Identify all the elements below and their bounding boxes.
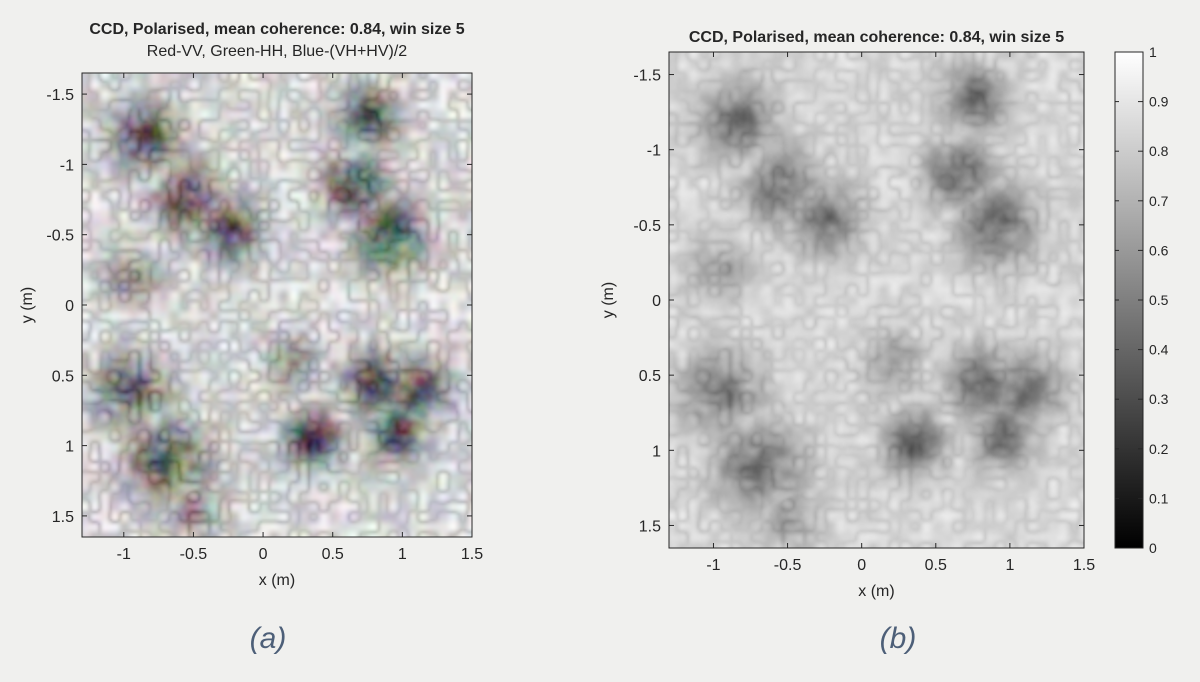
y-axis-label-a: y (m) [19,287,36,323]
colorbar-tick-label-b: 0.8 [1149,143,1169,159]
y-tick-label-b: 0.5 [639,368,661,385]
x-tick-label-b: 1 [1005,557,1014,574]
colorbar-tick-label-b: 0.5 [1149,292,1169,308]
y-axis-label-b: y (m) [600,282,617,318]
colorbar-tick-label-b: 0.4 [1149,342,1169,358]
chart-a-svg: CCD, Polarised, mean coherence: 0.84, wi… [19,21,483,589]
y-tick-label-b: 1.5 [639,518,661,535]
x-tick-label-a: 1 [398,546,407,563]
x-tick-label-a: 0 [259,546,268,563]
y-tick-label-b: -0.5 [633,218,661,235]
y-tick-label-b: 0 [652,293,661,310]
colorbar-tick-label-b: 0.6 [1149,242,1169,258]
x-tick-label-b: 0.5 [925,557,947,574]
y-tick-label-b: -1 [647,143,661,160]
y-tick-label-a: 1.5 [52,509,74,526]
y-tick-label-a: 0 [65,298,74,315]
y-tick-label-a: 1 [65,439,74,456]
x-axis-label-b: x (m) [858,583,894,600]
colorbar-tick-label-b: 0.3 [1149,391,1169,407]
x-tick-label-b: -0.5 [774,557,802,574]
x-tick-label-a: 0.5 [322,546,344,563]
x-tick-label-a: -1 [117,546,131,563]
y-tick-label-a: -0.5 [46,228,74,245]
x-tick-label-b: 1.5 [1073,557,1095,574]
caption-b: (b) [879,622,917,655]
x-tick-label-a: 1.5 [461,546,483,563]
heatmap-image-b [669,52,1084,548]
y-tick-label-a: -1.5 [46,87,74,104]
colorbar-tick-label-b: 0.2 [1149,441,1169,457]
y-tick-label-a: 0.5 [52,368,74,385]
caption-a: (a) [249,622,287,655]
chart-b-svg: CCD, Polarised, mean coherence: 0.84, wi… [600,29,1169,600]
x-tick-label-b: 0 [857,557,866,574]
chart-title-a: CCD, Polarised, mean coherence: 0.84, wi… [89,21,464,38]
x-tick-label-b: -1 [706,557,720,574]
colorbar-tick-label-b: 0.1 [1149,490,1169,506]
colorbar-tick-label-b: 1 [1149,44,1157,60]
y-tick-label-b: -1.5 [633,68,661,85]
x-axis-label-a: x (m) [259,572,295,589]
figure-b-gray-coherence: CCD, Polarised, mean coherence: 0.84, wi… [585,0,1200,677]
colorbar-tick-label-b: 0.9 [1149,94,1169,110]
y-tick-label-a: -1 [60,157,74,174]
colorbar-tick-label-b: 0.7 [1149,193,1169,209]
x-tick-label-a: -0.5 [180,546,208,563]
heatmap-image-a [82,73,472,537]
y-tick-label-b: 1 [652,443,661,460]
colorbar-tick-label-b: 0 [1149,540,1157,556]
figure-a-rgb-coherence: CCD, Polarised, mean coherence: 0.84, wi… [0,0,560,677]
chart-title-b: CCD, Polarised, mean coherence: 0.84, wi… [689,29,1064,46]
chart-subtitle-a: Red-VV, Green-HH, Blue-(VH+HV)/2 [147,43,407,60]
